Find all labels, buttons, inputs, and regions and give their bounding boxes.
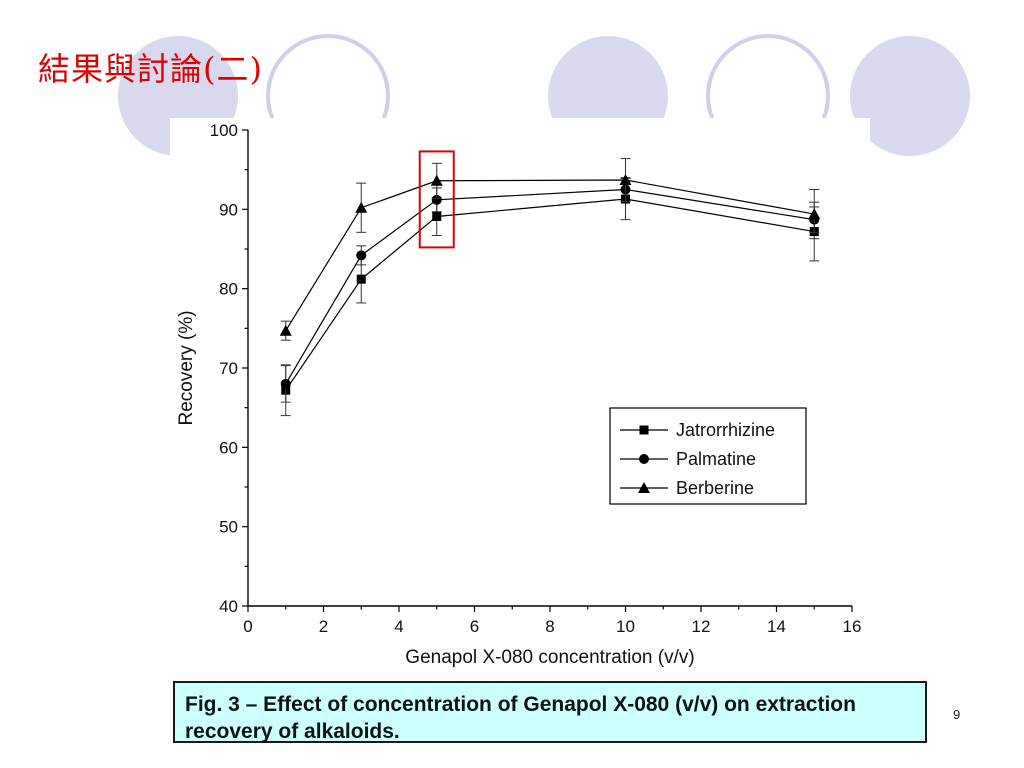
recovery-chart: 0 2 4 6 8 10 12 14 16 40 50 60 70 80 90 100 Genapol X-08… (176, 121, 862, 668)
data-point-jatrorrhizine (356, 274, 366, 284)
series-line-jatrorrhizine (285, 198, 815, 391)
slide-number: 9 (953, 707, 961, 722)
y-tick-label: 70 (219, 359, 238, 378)
y-tick-label: 40 (219, 597, 238, 616)
legend-label-berberine: Berberine (676, 478, 754, 498)
data-point-berberine (619, 173, 632, 185)
x-tick-label: 16 (843, 617, 862, 636)
legend: Jatrorrhizine Palmatine Berberine (609, 407, 807, 505)
x-tick-label: 10 (616, 617, 635, 636)
legend-marker-berberine (638, 482, 650, 493)
chart-panel: 0 2 4 6 8 10 12 14 16 40 50 60 70 80 90 100 Genapol X-08… (170, 118, 870, 678)
data-point-berberine (808, 208, 821, 220)
legend-marker-jatrorrhizine (639, 425, 649, 435)
figure-caption: Fig. 3 – Effect of concentration of Gena… (173, 681, 927, 743)
data-point-berberine (430, 174, 443, 186)
y-tick-label: 100 (210, 121, 238, 140)
x-tick-label: 12 (692, 617, 711, 636)
x-tick-label: 8 (545, 617, 554, 636)
y-tick-label: 80 (219, 280, 238, 299)
data-point-palmatine (431, 194, 442, 205)
y-tick-label: 60 (219, 438, 238, 457)
legend-label-jatrorrhizine: Jatrorrhizine (676, 420, 775, 440)
x-tick-label: 2 (319, 617, 328, 636)
legend-marker-palmatine (639, 454, 649, 464)
data-point-berberine (355, 201, 368, 213)
x-axis-label: Genapol X-080 concentration (v/v) (405, 647, 694, 668)
legend-label-palmatine: Palmatine (676, 449, 756, 469)
y-tick-label: 90 (219, 200, 238, 219)
data-point-jatrorrhizine (432, 211, 442, 221)
series-line-palmatine (285, 188, 815, 385)
data-point-berberine (279, 324, 292, 336)
highlight-box (418, 150, 455, 249)
x-tick-label: 14 (767, 617, 786, 636)
y-axis-label: Recovery (%) (176, 310, 197, 425)
x-tick-label: 0 (243, 617, 252, 636)
decor-circle-5 (850, 36, 970, 156)
data-point-palmatine (356, 250, 367, 261)
x-tick-label: 4 (394, 617, 403, 636)
data-point-palmatine (280, 378, 291, 389)
x-tick-label: 6 (470, 617, 479, 636)
slide-title: 結果與討論(二) (38, 50, 263, 88)
y-tick-label: 50 (219, 518, 238, 537)
